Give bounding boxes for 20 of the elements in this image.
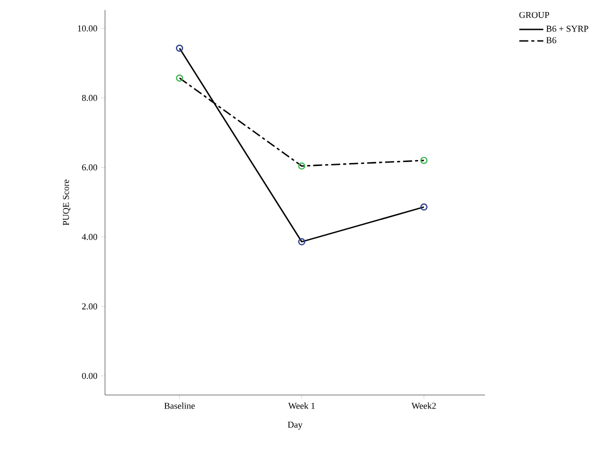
y-tick-label: 8.00 <box>82 94 98 101</box>
legend-label: B6 <box>546 37 556 44</box>
x-axis-title: Day <box>288 422 302 430</box>
point <box>298 162 306 170</box>
x-tick-label: Baseline <box>164 402 195 409</box>
point <box>420 156 428 164</box>
legend-label: B6 + SYRP <box>546 26 588 32</box>
y-tick-label: 0.00 <box>82 372 98 379</box>
x-tick-label: Week 1 <box>288 402 315 409</box>
y-tick-label: 10.00 <box>78 25 98 32</box>
y-tick-label: 2.00 <box>82 303 98 310</box>
point <box>298 238 306 246</box>
point <box>176 44 184 52</box>
point <box>420 203 428 211</box>
y-tick-label: 4.00 <box>82 234 98 240</box>
legend-title: GROUP <box>519 12 550 18</box>
y-axis-title: PUQE Score <box>62 180 70 226</box>
x-tick-label: Week2 <box>412 402 436 409</box>
y-tick-label: 6.00 <box>82 164 98 170</box>
point <box>176 74 184 82</box>
